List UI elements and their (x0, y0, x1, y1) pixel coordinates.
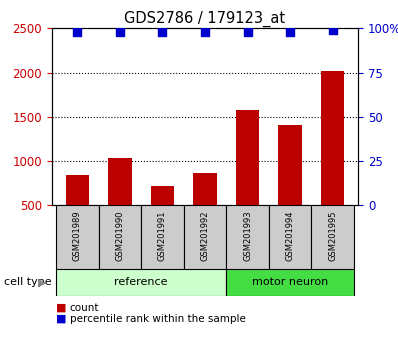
Bar (99, 205, 141, 269)
Text: reference: reference (114, 277, 168, 287)
Bar (151, 186, 174, 205)
Bar (56, 269, 226, 296)
Bar (236, 110, 259, 205)
Bar (278, 125, 302, 205)
Text: GSM201993: GSM201993 (243, 211, 252, 261)
Bar (108, 158, 132, 205)
Text: GSM201995: GSM201995 (328, 211, 337, 261)
Title: GDS2786 / 179123_at: GDS2786 / 179123_at (125, 11, 285, 27)
Bar (311, 205, 354, 269)
Bar (226, 269, 354, 296)
Text: count: count (70, 303, 99, 313)
Text: percentile rank within the sample: percentile rank within the sample (70, 314, 246, 324)
Text: GSM201991: GSM201991 (158, 211, 167, 261)
Text: ■: ■ (56, 314, 66, 324)
Point (74, 29, 80, 35)
Text: GSM201994: GSM201994 (286, 211, 295, 261)
Bar (141, 205, 184, 269)
Text: GSM201992: GSM201992 (201, 211, 209, 261)
Text: ▶: ▶ (37, 277, 46, 287)
Bar (56, 205, 99, 269)
Text: GSM201989: GSM201989 (73, 211, 82, 261)
Bar (226, 205, 269, 269)
Bar (184, 205, 226, 269)
Text: GSM201990: GSM201990 (115, 211, 124, 261)
Bar (321, 71, 344, 205)
Text: motor neuron: motor neuron (252, 277, 328, 287)
Point (330, 27, 336, 33)
Point (244, 29, 251, 35)
Text: ■: ■ (56, 303, 66, 313)
Point (117, 29, 123, 35)
Point (159, 29, 166, 35)
Bar (269, 205, 311, 269)
Point (202, 29, 208, 35)
Bar (193, 172, 217, 205)
Text: cell type: cell type (4, 277, 52, 287)
Bar (66, 175, 89, 205)
Point (287, 29, 293, 35)
